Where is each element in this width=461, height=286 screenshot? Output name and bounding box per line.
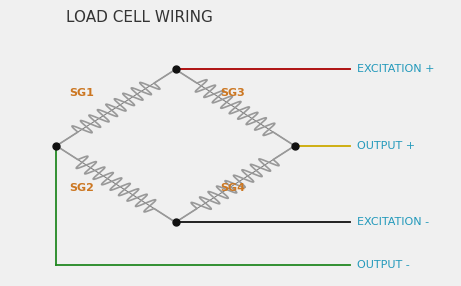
Text: EXCITATION -: EXCITATION -	[356, 217, 429, 227]
Text: SG3: SG3	[220, 88, 245, 98]
Text: OUTPUT +: OUTPUT +	[356, 141, 414, 151]
Text: OUTPUT -: OUTPUT -	[356, 260, 409, 270]
Text: SG4: SG4	[220, 183, 245, 193]
Text: SG2: SG2	[69, 183, 94, 193]
Text: EXCITATION +: EXCITATION +	[356, 64, 434, 74]
Text: SG1: SG1	[69, 88, 94, 98]
Text: LOAD CELL WIRING: LOAD CELL WIRING	[65, 10, 213, 25]
